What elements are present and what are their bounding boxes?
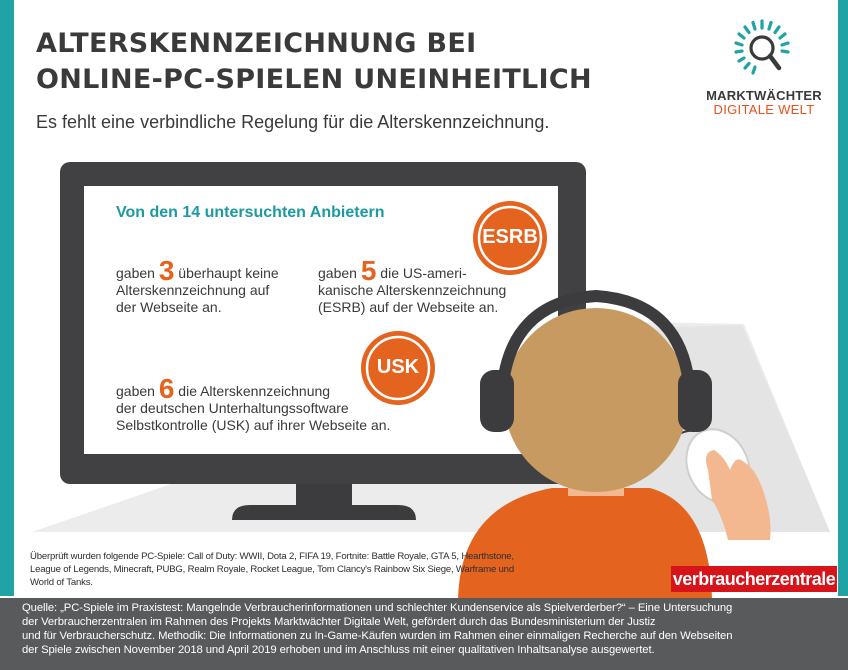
stat1-suffix: überhaupt keine bbox=[178, 265, 279, 281]
magnifier-sunburst-icon bbox=[734, 19, 790, 75]
stat1-prefix: gaben bbox=[116, 265, 155, 281]
right-accent-bar bbox=[838, 0, 848, 596]
stat3-line2: der deutschen Unterhaltungssoftware bbox=[116, 400, 349, 416]
stat-no-rating: gaben 3 überhaupt keine Alterskennzeichn… bbox=[116, 257, 316, 316]
stat1-line3: der Webseite an. bbox=[116, 299, 222, 315]
footnote-line1: Überprüft wurden folgende PC-Spiele: Cal… bbox=[30, 551, 514, 562]
person-head bbox=[504, 308, 688, 492]
left-accent-bar bbox=[0, 0, 14, 596]
stat-esrb: gaben 5 die US-ameri- kanische Altersken… bbox=[318, 257, 548, 316]
stat-usk: gaben 6 die Alterskennzeichnung der deut… bbox=[116, 375, 416, 434]
screen-headline: Von den 14 untersuchten Anbietern bbox=[116, 204, 385, 221]
stat2-prefix: gaben bbox=[318, 265, 357, 281]
source-line4: der Spiele zwischen November 2018 und Ap… bbox=[22, 644, 655, 656]
monitor-illustration bbox=[32, 162, 830, 600]
page-title: ALTERSKENNZEICHNUNG BEI ONLINE-PC-SPIELE… bbox=[36, 26, 676, 98]
usk-badge-label: USK bbox=[376, 356, 420, 378]
source-line2: der Verbraucherzentralen im Rahmen des P… bbox=[22, 616, 656, 628]
stat2-number: 5 bbox=[360, 255, 377, 286]
esrb-badge bbox=[473, 201, 547, 275]
stat3-number: 6 bbox=[158, 373, 175, 404]
page-subtitle: Es fehlt eine verbindliche Regelung für … bbox=[36, 112, 550, 132]
source-footer: Quelle: „PC-Spiele im Praxistest: Mangel… bbox=[0, 598, 848, 670]
headphone-band bbox=[496, 289, 696, 395]
stat3-suffix: die Alterskennzeichnung bbox=[178, 383, 331, 399]
footnote-line3: World of Tanks. bbox=[30, 577, 93, 588]
monitor-neck bbox=[296, 480, 352, 506]
stat1-number: 3 bbox=[158, 255, 175, 286]
stat2-suffix: die US-ameri- bbox=[380, 265, 467, 281]
headphone-left bbox=[480, 370, 514, 432]
source-line3: und für Verbraucherschutz. Methodik: Die… bbox=[22, 630, 733, 642]
stat2-line3: (ESRB) auf der Webseite an. bbox=[318, 299, 499, 315]
person-shirt bbox=[458, 488, 712, 600]
title-line-1: ALTERSKENNZEICHNUNG BEI bbox=[36, 28, 477, 59]
title-line-2: ONLINE-PC-SPIELEN UNEINHEITLICH bbox=[36, 64, 592, 95]
usk-badge bbox=[361, 331, 435, 405]
source-line1: Quelle: „PC-Spiele im Praxistest: Mangel… bbox=[22, 602, 733, 614]
monitor-base bbox=[232, 505, 416, 520]
esrb-badge-label: ESRB bbox=[482, 226, 538, 248]
headphone-right bbox=[678, 370, 712, 432]
marktwaechter-logo: MARKTWÄCHTER DIGITALE WELT bbox=[700, 18, 828, 118]
logo-text-marktwaechter: MARKTWÄCHTER bbox=[706, 88, 822, 103]
games-footnote: Überprüft wurden folgende PC-Spiele: Cal… bbox=[30, 550, 570, 589]
hand bbox=[706, 450, 771, 540]
stat3-prefix: gaben bbox=[116, 383, 155, 399]
stat3-line3: Selbstkontrolle (USK) auf ihrer Webseite… bbox=[116, 417, 391, 433]
stat2-line2: kanische Alterskennzeichnung bbox=[318, 282, 507, 298]
footnote-line2: League of Legends, Minecraft, PUBG, Real… bbox=[30, 564, 514, 575]
stat1-line2: Alterskennzeichnung auf bbox=[116, 282, 270, 298]
logo-text-digitale-welt: DIGITALE WELT bbox=[713, 102, 815, 117]
verbraucherzentrale-logo: verbraucherzentrale bbox=[671, 566, 837, 592]
